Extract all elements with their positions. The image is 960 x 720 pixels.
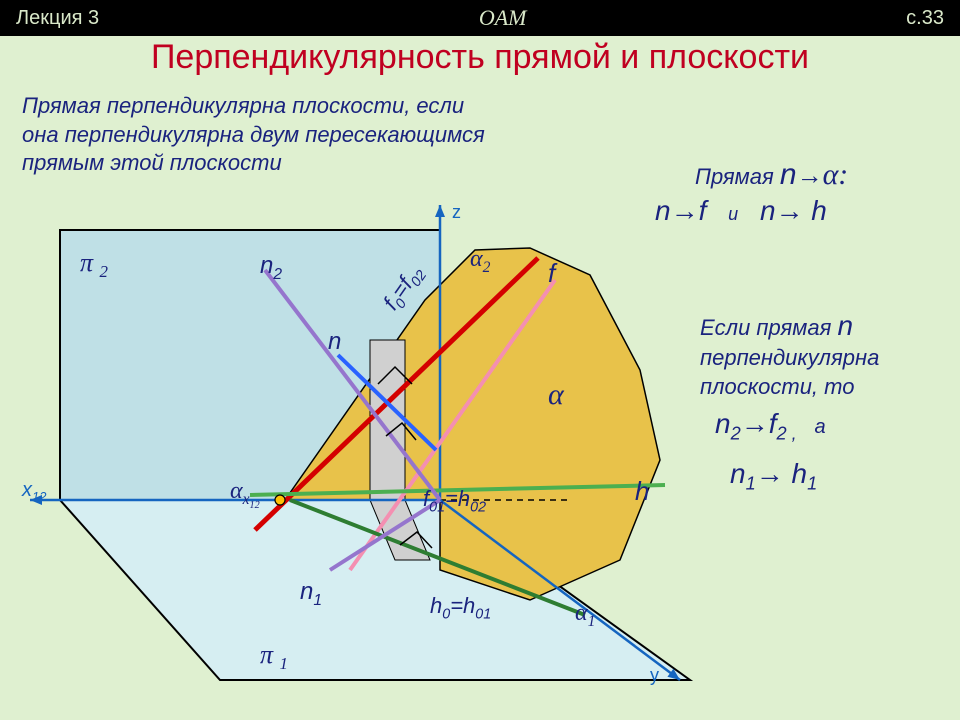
page-number: с.33 xyxy=(906,7,944,30)
slide-title: Перпендикулярность прямой и плоскости xyxy=(0,38,960,77)
z-label: z xyxy=(452,202,461,223)
pi1-label: π 1 xyxy=(260,640,288,674)
right-line2: n→f и n→ h xyxy=(655,195,827,227)
slide-header: Лекция 3 OAM с.33 xyxy=(0,0,960,36)
f01-label: f01=h02 xyxy=(423,486,486,515)
lecture-number: Лекция 3 xyxy=(16,7,99,30)
right-line4: n1→ h1 xyxy=(730,458,817,495)
alpha-x-label: αx12 xyxy=(230,478,260,511)
course-code: OAM xyxy=(479,5,527,31)
h-label: h xyxy=(635,476,649,507)
n2-label: n2 xyxy=(260,252,282,284)
right-para: Если прямая n перпендикулярна плоскости,… xyxy=(700,308,879,402)
right-line3: n2→f2 , а xyxy=(715,408,826,445)
alpha2-label: α2 xyxy=(470,246,490,277)
pi2-label: π 2 xyxy=(80,248,108,282)
n-label: n xyxy=(328,328,341,356)
h0-label: h0=h01 xyxy=(430,593,491,622)
y-label: y xyxy=(650,665,659,686)
alpha-label: α xyxy=(548,378,564,412)
right-line1: Прямая n→α: xyxy=(695,158,848,192)
n1-label: n1 xyxy=(300,578,322,610)
alpha1-label: α1 xyxy=(575,600,595,631)
f-label: f xyxy=(548,258,555,289)
intro-text: Прямая перпендикулярна плоскости, если о… xyxy=(22,92,485,178)
x12-label: x12 xyxy=(22,479,46,504)
